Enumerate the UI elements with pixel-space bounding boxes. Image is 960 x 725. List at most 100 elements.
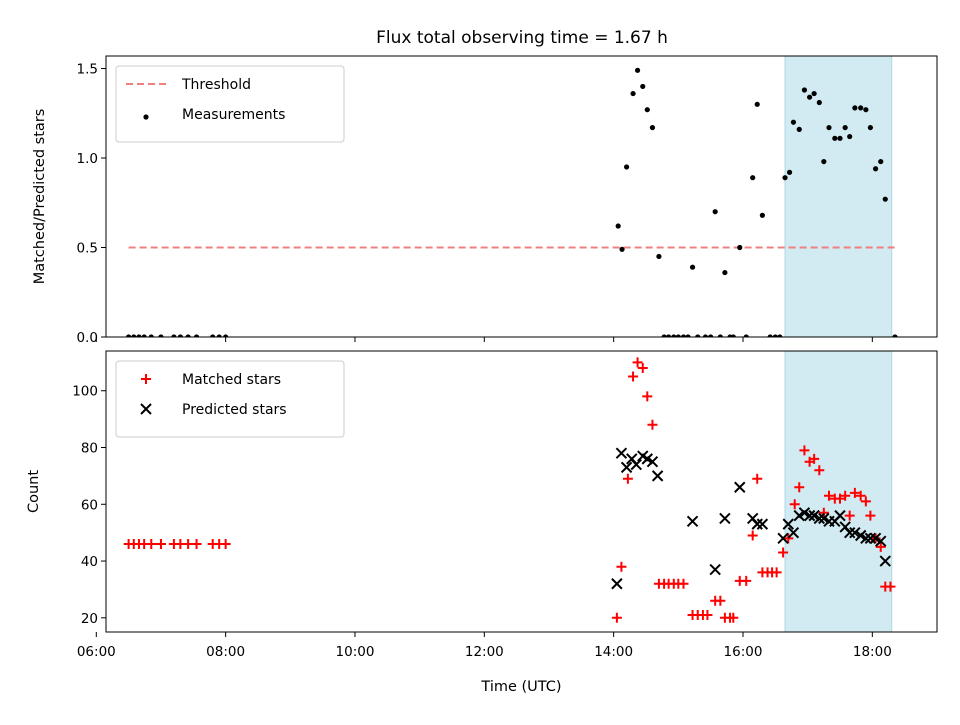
measurement-point	[754, 101, 760, 107]
measurement-point	[811, 90, 817, 97]
matched-point	[741, 575, 752, 586]
predicted-point	[651, 470, 664, 482]
matched-point	[632, 357, 643, 368]
measurement-point	[644, 107, 650, 113]
predicted-point	[843, 526, 856, 539]
measurement-point	[193, 334, 200, 337]
y-tick-label: 40	[81, 554, 98, 570]
predicted-point	[849, 526, 861, 539]
series-predicted-stars	[611, 447, 891, 590]
predicted-point	[709, 563, 721, 576]
matched-point	[183, 539, 194, 550]
x-tick-label: 06:00	[77, 644, 116, 660]
observing-span	[784, 351, 893, 632]
measurement-point	[878, 158, 884, 165]
matched-point	[840, 490, 851, 501]
matched-point	[642, 391, 653, 402]
predicted-point	[620, 461, 633, 474]
legend-label: Measurements	[182, 107, 285, 123]
predicted-point	[615, 447, 628, 459]
measurement-point	[675, 334, 681, 337]
matched-point	[678, 578, 689, 589]
predicted-point	[864, 532, 877, 545]
plot-area	[123, 351, 896, 632]
measurement-point	[634, 67, 641, 73]
y-tick-label: 0.0	[77, 330, 98, 346]
measurement-point	[717, 334, 723, 337]
matched-point	[702, 609, 713, 620]
y-tick-label: 80	[81, 441, 98, 457]
measurement-point	[649, 124, 656, 131]
measurement-point	[615, 223, 621, 229]
measurement-point	[872, 166, 879, 172]
measurement-point	[216, 334, 222, 337]
predicted-point	[875, 535, 887, 547]
y-axis-label: Count	[26, 470, 42, 513]
measurement-point	[796, 126, 802, 132]
y-tick-label: 100	[72, 384, 98, 400]
measurement-point	[689, 264, 696, 270]
measurement-point	[656, 253, 662, 260]
measurement-point	[671, 334, 677, 337]
matched-point	[844, 510, 855, 521]
measurement-point	[148, 334, 154, 337]
measurement-point	[136, 334, 142, 337]
matched-point	[885, 581, 896, 592]
measurement-point	[223, 334, 229, 337]
measurement-point	[141, 334, 147, 337]
measurement-point	[852, 105, 858, 111]
measurement-point	[712, 209, 718, 215]
plot-area	[126, 56, 899, 337]
x-tick-label: 18:00	[853, 644, 892, 660]
axes-frame	[105, 350, 938, 633]
matched-point	[191, 539, 202, 550]
measurement-point	[807, 94, 813, 100]
series-measurements	[126, 67, 898, 337]
legend: Threshold Measurements	[115, 65, 345, 143]
matched-point	[809, 453, 820, 464]
predicted-point	[834, 509, 846, 522]
matched-point	[611, 612, 622, 623]
measurement-point	[695, 334, 701, 337]
legend: Matched stars Predicted stars	[115, 360, 345, 438]
measurement-point	[666, 334, 672, 337]
measurement-point	[685, 334, 691, 337]
x-tick-label: 10:00	[336, 644, 375, 660]
legend-box	[115, 360, 345, 438]
predicted-point	[751, 518, 763, 530]
measurement-point	[790, 119, 797, 125]
measurement-point	[759, 212, 765, 218]
matched-point	[771, 567, 782, 578]
matched-point	[728, 612, 739, 623]
y-tick-label: 20	[81, 611, 98, 627]
y-tick-label: 1.0	[77, 151, 98, 167]
measurement-point	[630, 90, 636, 97]
predicted-point	[719, 512, 731, 525]
x-tick-label: 14:00	[594, 644, 633, 660]
measurement-point	[772, 334, 778, 337]
x-axis-label: Time (UTC)	[480, 679, 561, 695]
matched-point	[855, 490, 866, 501]
measurement-point	[708, 334, 714, 337]
measurement-point	[777, 334, 783, 337]
matched-point	[794, 482, 805, 493]
measurement-point	[892, 334, 898, 337]
measurement-point	[661, 334, 667, 337]
predicted-point	[860, 532, 872, 545]
y-tick-label: 1.5	[77, 62, 98, 78]
measurement-point	[640, 83, 646, 90]
matched-point	[747, 530, 758, 541]
matched-point	[637, 363, 648, 374]
measurement-point	[131, 334, 137, 337]
matched-point	[834, 493, 845, 504]
legend-label: Threshold	[181, 77, 251, 93]
matched-point	[616, 561, 627, 572]
measurement-point	[826, 124, 832, 131]
legend-box	[115, 65, 345, 143]
measurement-point	[737, 244, 743, 251]
matched-point	[155, 539, 166, 550]
measurement-point	[743, 334, 749, 337]
legend-matched-swatch	[141, 374, 151, 384]
